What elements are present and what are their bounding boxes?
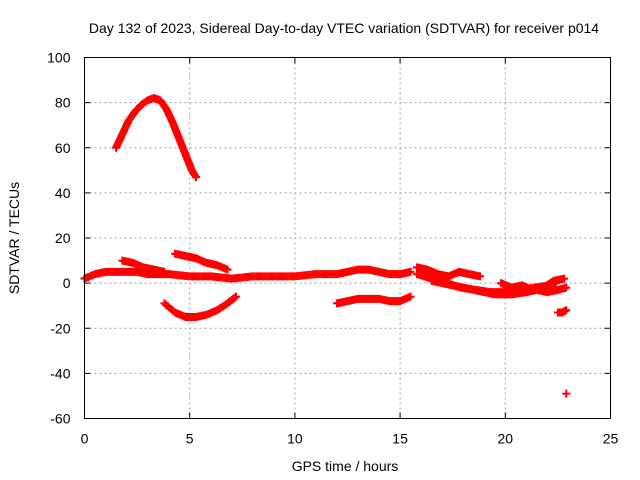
y-tick-label: -60: [50, 411, 70, 427]
y-tick-label: 40: [55, 185, 71, 201]
y-tick-label: -20: [50, 320, 70, 336]
plot-frame: [84, 57, 611, 419]
data-point: [223, 265, 232, 274]
grid: [84, 57, 611, 419]
series-arc-bump: [118, 256, 169, 276]
chart-title: Day 132 of 2023, Sidereal Day-to-day VTE…: [89, 20, 599, 36]
y-tick-label: 0: [63, 275, 71, 291]
data-point: [562, 306, 571, 315]
data-point: [562, 389, 571, 398]
y-tick-label: -40: [50, 365, 70, 381]
series-arc-low: [160, 292, 240, 321]
data-point: [476, 272, 485, 281]
series-late-f: [553, 306, 571, 317]
series-baseline: [80, 265, 415, 283]
x-tick-label: 10: [287, 431, 303, 447]
y-tick-label: 60: [55, 140, 71, 156]
series-outlier: [562, 389, 571, 398]
x-tick-label: 0: [81, 431, 89, 447]
data-point: [230, 293, 239, 302]
data-point: [406, 267, 415, 276]
data-marks: [80, 94, 571, 398]
y-tick-label: 80: [55, 95, 71, 111]
x-tick-label: 25: [603, 431, 619, 447]
x-tick-label: 15: [392, 431, 408, 447]
tick-labels: 0 5 10 15 20 25 -60 -40 -20 0 20 40 60 80 100: [47, 50, 618, 447]
data-point: [406, 292, 415, 301]
series-late-e: [522, 283, 571, 297]
y-axis-label: SDTVAR / TECUs: [6, 182, 22, 294]
data-point: [562, 283, 571, 292]
x-tick-label: 20: [498, 431, 514, 447]
x-axis-label: GPS time / hours: [292, 458, 399, 474]
data-point: [192, 173, 201, 182]
series-arc-neg-mid: [332, 292, 415, 308]
data-point: [560, 274, 569, 283]
x-tick-label: 5: [186, 431, 194, 447]
data-point: [231, 292, 240, 301]
y-tick-label: 100: [47, 50, 71, 66]
series-arc-mid: [170, 249, 232, 274]
y-tick-label: 20: [55, 230, 71, 246]
series-arc-high: [112, 94, 201, 182]
data-point: [160, 267, 169, 276]
